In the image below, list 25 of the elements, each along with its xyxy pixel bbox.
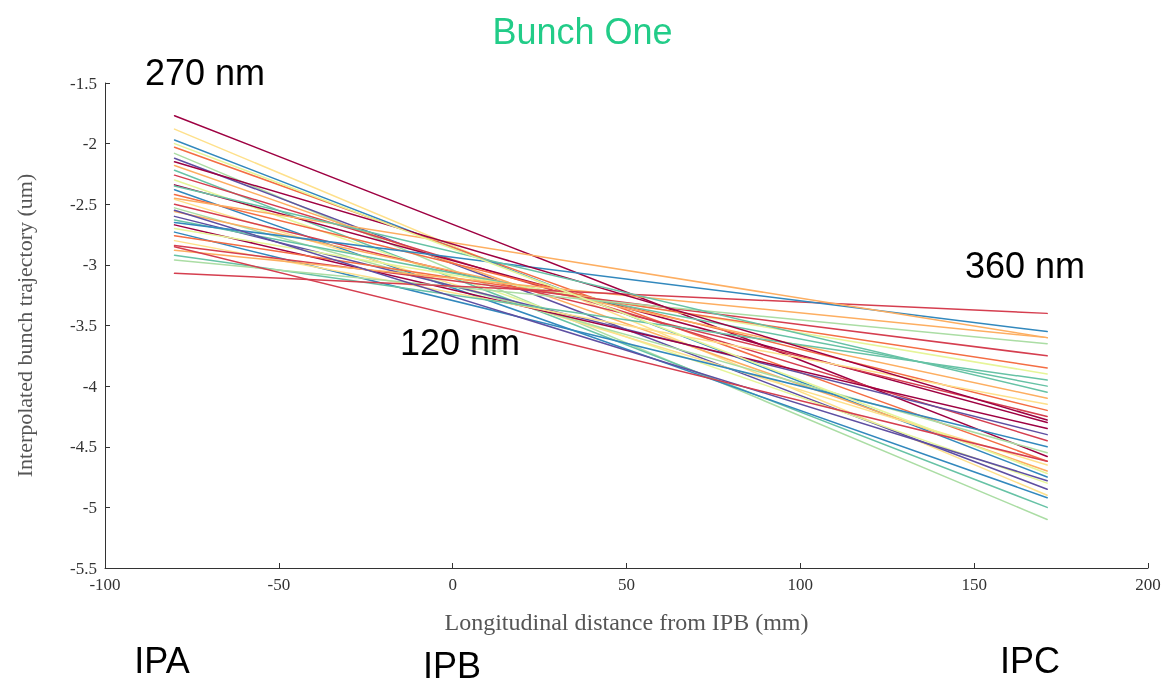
text: IPC [999, 639, 1061, 681]
y-tick-label: -3.5 [70, 316, 97, 335]
x-tick-label: -100 [89, 575, 121, 594]
y-tick-label: -2 [82, 134, 97, 154]
y-tick-label: -4.5 [70, 437, 97, 457]
y-tick-label: -1.5 [70, 73, 97, 93]
y-tick-label: -5.5 [70, 558, 97, 578]
y-tick-label: -2.5 [70, 194, 97, 214]
y-tick-label: -4 [82, 376, 98, 396]
annotation: 360 nm [964, 244, 1086, 286]
annotation: 270 nm [144, 51, 266, 93]
annotation: 120 nm [399, 321, 521, 363]
x-tick-label: -50 [267, 575, 291, 594]
y-axis-title: Interpolated bunch trajectory (um) [11, 173, 37, 478]
text: IPA [134, 639, 190, 681]
x-tick-label: 100 [787, 575, 814, 594]
x-tick-label: 0 [448, 575, 457, 594]
chart-title: Bunch One [492, 10, 673, 52]
y-tick-label: -5 [82, 497, 97, 517]
x-tick-label: 150 [961, 575, 987, 594]
text: IPB [422, 644, 482, 685]
x-axis-title: Longitudinal distance from IPB (mm) [444, 609, 809, 635]
x-tick-label: 200 [1135, 575, 1161, 594]
y-tick-label: -3 [82, 255, 97, 275]
x-tick-label: 50 [618, 575, 635, 594]
